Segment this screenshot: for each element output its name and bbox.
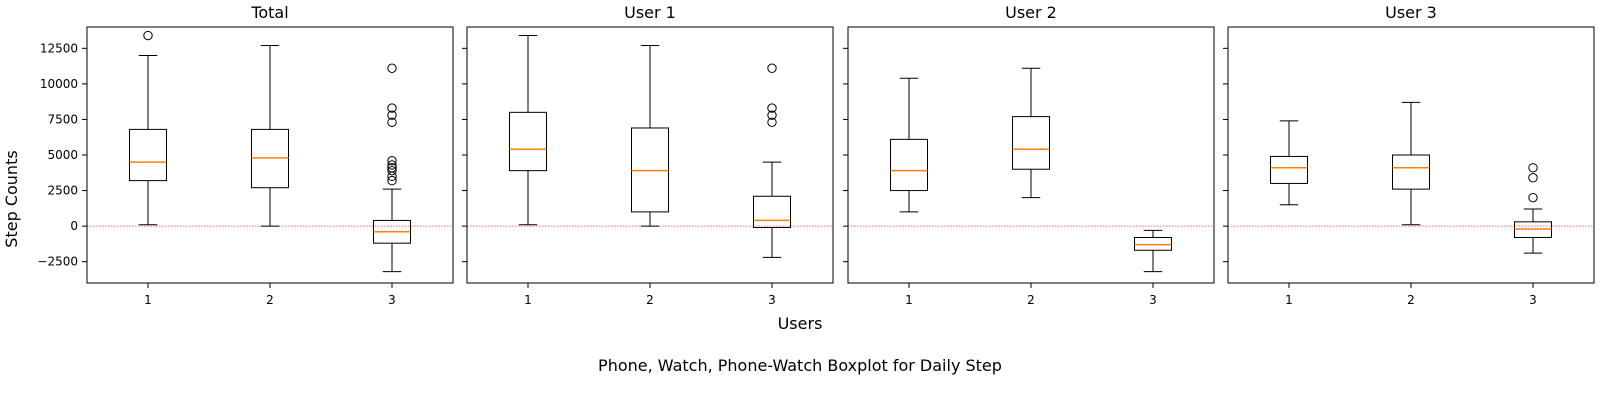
panel-frame bbox=[86, 26, 454, 284]
panel-1: User 1 1 2 3 bbox=[462, 3, 834, 307]
outlier-point bbox=[1528, 192, 1538, 203]
box-3 bbox=[373, 63, 411, 273]
box-1 bbox=[890, 77, 928, 213]
panel-2: User 2 1 2 3 bbox=[843, 3, 1215, 307]
box-3 bbox=[1134, 229, 1172, 273]
outlier-point bbox=[387, 155, 397, 166]
y-tick-label: 5000 bbox=[47, 148, 78, 162]
box-3 bbox=[753, 63, 791, 258]
y-tick-label: 10000 bbox=[40, 77, 78, 91]
outlier-point bbox=[387, 117, 397, 127]
box-1 bbox=[509, 35, 547, 226]
box-3 bbox=[1514, 163, 1552, 254]
outlier-point bbox=[387, 163, 397, 173]
x-tick-label: 2 bbox=[266, 293, 274, 307]
outlier-point bbox=[1528, 173, 1538, 183]
box-1 bbox=[1270, 120, 1308, 206]
figure-caption: Phone, Watch, Phone-Watch Boxplot for Da… bbox=[598, 356, 1002, 375]
panel-title: User 2 bbox=[1005, 3, 1057, 22]
box-2 bbox=[251, 44, 289, 227]
panel-frame bbox=[1227, 26, 1595, 284]
iqr-box bbox=[753, 195, 791, 229]
panel-frame bbox=[847, 26, 1215, 284]
iqr-box bbox=[1012, 116, 1050, 170]
box-1 bbox=[129, 30, 167, 226]
outlier-point bbox=[387, 175, 397, 186]
panel-0: Total −2500 0 2500 5000 7500 10000 12500 1 2 3 bbox=[37, 3, 454, 307]
iqr-box bbox=[1392, 154, 1430, 190]
box-2 bbox=[1392, 101, 1430, 226]
x-tick-label: 1 bbox=[144, 293, 152, 307]
panel-title: User 1 bbox=[624, 3, 676, 22]
outlier-point bbox=[387, 63, 397, 73]
y-tick-label: 7500 bbox=[47, 112, 78, 126]
x-tick-label: 3 bbox=[1149, 293, 1157, 307]
box-2 bbox=[631, 44, 669, 227]
panel-title: Total bbox=[250, 3, 288, 22]
x-tick-label: 1 bbox=[1285, 293, 1293, 307]
outlier-point bbox=[767, 110, 777, 120]
panel-title: User 3 bbox=[1385, 3, 1437, 22]
x-tick-label: 1 bbox=[905, 293, 913, 307]
x-tick-label: 3 bbox=[388, 293, 396, 307]
iqr-box bbox=[509, 111, 547, 172]
y-tick-label: 2500 bbox=[47, 184, 78, 198]
outlier-point bbox=[387, 110, 397, 120]
outlier-point bbox=[143, 30, 153, 41]
box-2 bbox=[1012, 67, 1050, 199]
x-tick-label: 2 bbox=[1407, 293, 1415, 307]
iqr-box bbox=[890, 138, 928, 192]
iqr-box bbox=[1270, 155, 1308, 184]
x-tick-label: 3 bbox=[1529, 293, 1537, 307]
outlier-point bbox=[767, 103, 777, 113]
outlier-point bbox=[767, 117, 777, 127]
y-axis-label: Step Counts bbox=[2, 150, 21, 247]
x-tick-label: 2 bbox=[646, 293, 654, 307]
outlier-point bbox=[387, 103, 397, 113]
outlier-point bbox=[767, 63, 777, 73]
y-tick-label: 12500 bbox=[40, 41, 78, 55]
y-tick-label: 0 bbox=[70, 219, 78, 233]
outlier-point bbox=[1528, 163, 1538, 173]
x-tick-label: 1 bbox=[524, 293, 532, 307]
x-tick-label: 2 bbox=[1027, 293, 1035, 307]
outlier-point bbox=[387, 165, 397, 176]
panel-3: User 3 1 2 3 bbox=[1223, 3, 1595, 307]
x-tick-label: 3 bbox=[768, 293, 776, 307]
iqr-box bbox=[129, 128, 167, 182]
outlier-point bbox=[387, 160, 397, 170]
x-axis-label: Users bbox=[778, 314, 823, 333]
y-tick-label: −2500 bbox=[37, 255, 78, 269]
panel-frame bbox=[466, 26, 834, 284]
